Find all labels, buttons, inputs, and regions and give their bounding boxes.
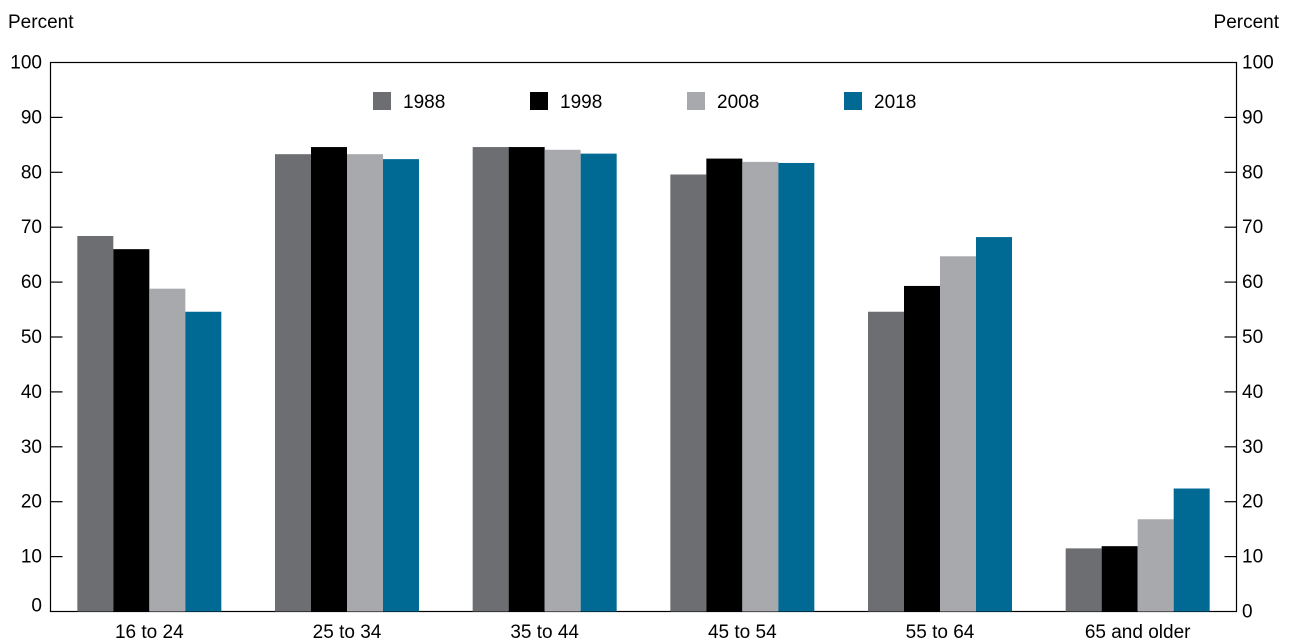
- bar-1988: [1065, 548, 1102, 612]
- legend-label-2018: 2018: [874, 92, 916, 113]
- right-tick-label: 50: [1242, 327, 1263, 348]
- legend-swatch-1988: [373, 92, 391, 110]
- bar-2018: [383, 159, 419, 612]
- left-tick-label: 90: [21, 107, 42, 128]
- right-tick-label: 90: [1242, 107, 1263, 128]
- category-label: 35 to 44: [510, 622, 579, 643]
- bar-1998: [311, 147, 347, 612]
- bar-2008: [544, 149, 581, 612]
- bar-2008: [347, 154, 383, 612]
- bar-1988: [77, 235, 114, 612]
- bar-1998: [508, 147, 545, 612]
- right-tick-label: 40: [1242, 382, 1263, 403]
- bar-2008: [1137, 519, 1174, 612]
- right-tick-label: 10: [1242, 547, 1263, 568]
- category-label: 45 to 54: [708, 622, 777, 643]
- bar-1988: [868, 311, 904, 612]
- legend-swatch-2008: [687, 92, 705, 110]
- legend-label-1988: 1988: [403, 92, 445, 113]
- bar-2018: [976, 237, 1012, 612]
- bars-group: [77, 147, 1210, 612]
- left-tick-label: 70: [21, 217, 42, 238]
- category-label: 55 to 64: [906, 622, 975, 643]
- right-tick-label: 100: [1242, 53, 1274, 74]
- bar-1998: [904, 285, 940, 612]
- bar-2008: [940, 256, 976, 612]
- category-label: 65 and older: [1085, 622, 1191, 643]
- left-tick-label: 30: [21, 437, 42, 458]
- left-axis-unit-label: Percent: [8, 12, 74, 33]
- right-axis-unit-label: Percent: [1214, 12, 1280, 33]
- plot-area-frame: [49, 61, 1238, 613]
- bar-1998: [706, 158, 743, 612]
- legend: 1988 1998 2008 2018: [373, 92, 916, 113]
- bar-1988: [670, 174, 707, 612]
- legend-swatch-1998: [530, 92, 548, 110]
- bar-2018: [778, 162, 815, 612]
- left-tick-label: 10: [21, 547, 42, 568]
- left-tick-label: 20: [21, 492, 42, 513]
- left-tick-label: 60: [21, 272, 42, 293]
- legend-swatch-2018: [844, 92, 862, 110]
- bar-2008: [742, 161, 779, 612]
- bar-1988: [275, 154, 311, 612]
- category-label: 25 to 34: [313, 622, 382, 643]
- category-label: 16 to 24: [115, 622, 184, 643]
- bar-2018: [580, 153, 617, 612]
- bar-1988: [472, 147, 509, 612]
- bar-2018: [1173, 488, 1210, 612]
- left-tick-label: 50: [21, 327, 42, 348]
- left-tick-label: 80: [21, 162, 42, 183]
- right-tick-label: 30: [1242, 437, 1263, 458]
- left-tick-label: 40: [21, 382, 42, 403]
- category-labels: 16 to 24 25 to 34 35 to 44 45 to 54 55 to 64…: [115, 622, 1191, 643]
- legend-label-2008: 2008: [717, 92, 759, 113]
- right-tick-label: 60: [1242, 272, 1263, 293]
- bar-1998: [1101, 546, 1138, 612]
- right-tick-label: 70: [1242, 217, 1263, 238]
- left-tick-label: 0: [31, 596, 42, 617]
- right-tick-label: 80: [1242, 162, 1263, 183]
- bar-2018: [185, 311, 222, 612]
- left-tick-label: 100: [10, 53, 42, 74]
- bar-2008: [149, 288, 186, 612]
- axis-ticks: 0 0 10 10 20 20 30 30 40 40 50 50 60 60 70 70 80 80 90 90 10…: [10, 53, 1273, 623]
- right-tick-label: 20: [1242, 492, 1263, 513]
- right-tick-label: 0: [1242, 602, 1253, 623]
- legend-label-1998: 1998: [560, 92, 602, 113]
- bar-1998: [113, 249, 150, 612]
